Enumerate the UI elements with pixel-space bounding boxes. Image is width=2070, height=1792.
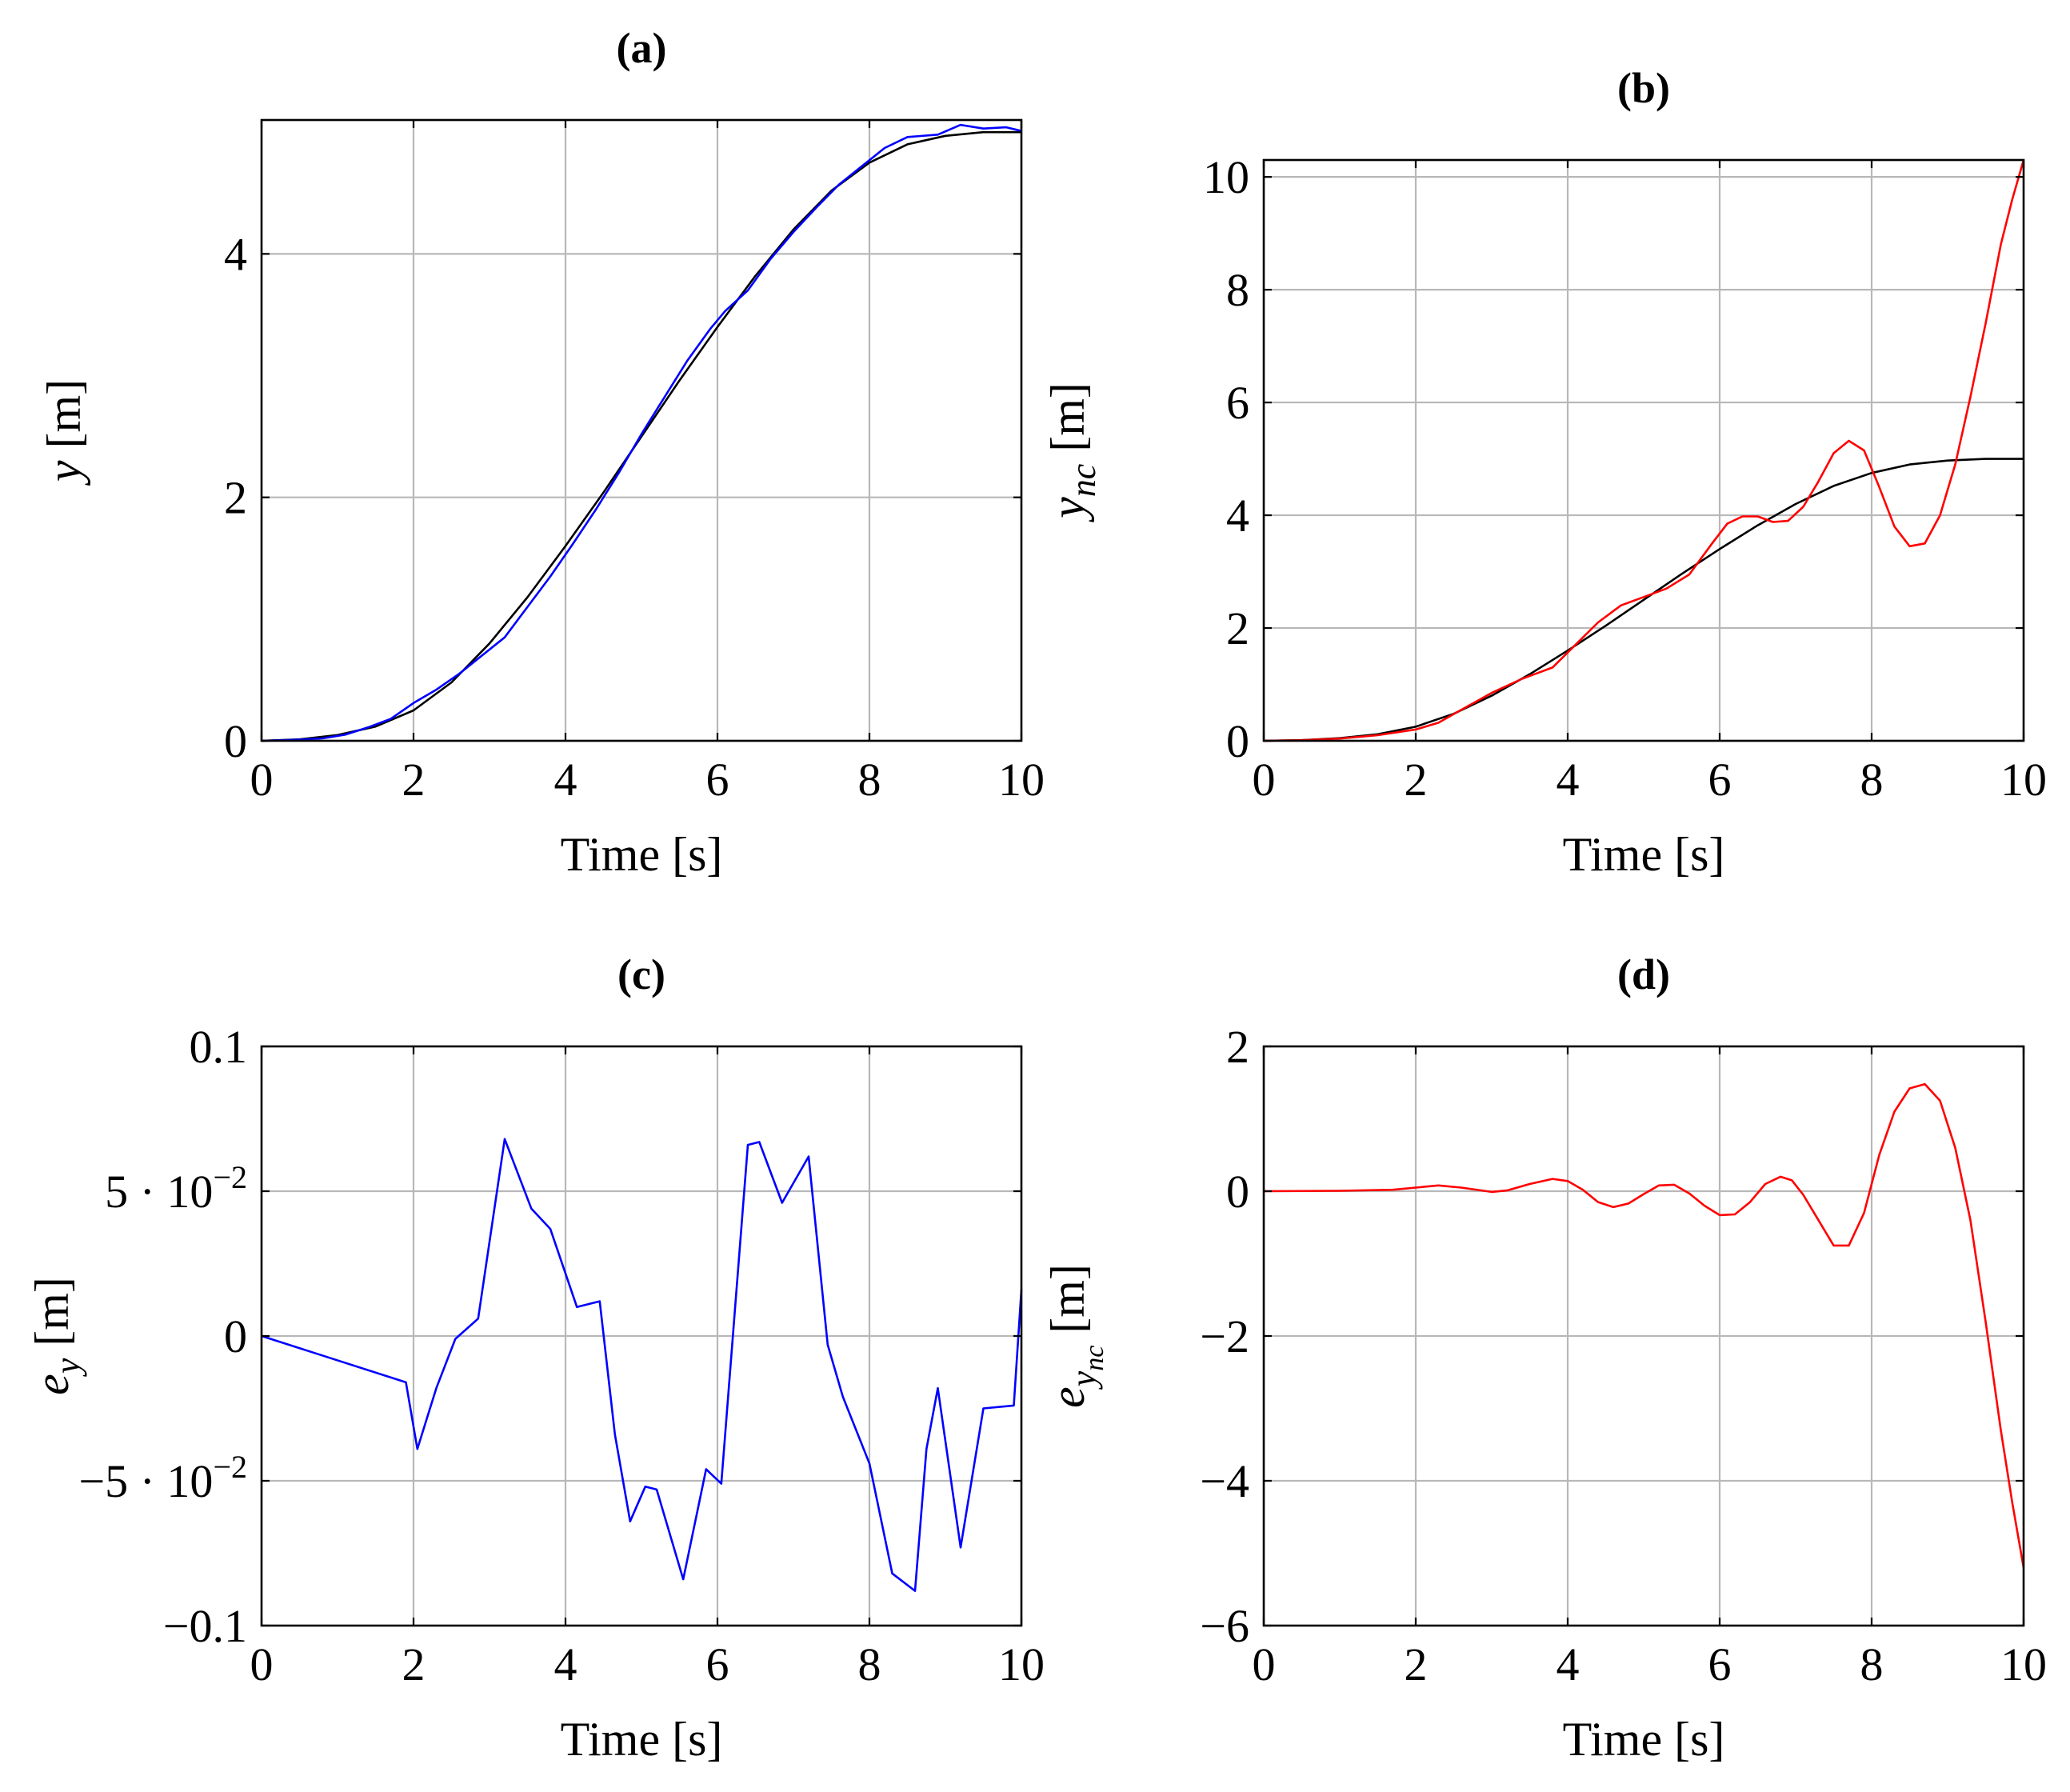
y-tick-label: −5 · 10−2 [78,1449,247,1507]
y-tick-label: 10 [1203,151,1249,203]
y-tick-label: 0 [224,715,247,767]
series-line-uncontrolled [1263,159,2025,742]
y-tick-label: 2 [1226,1021,1249,1073]
x-tick-label: 2 [402,1638,426,1690]
panel-title: (d) [1617,950,1670,998]
x-tick-label: 0 [250,1638,274,1690]
panel-b: (b) 0 2 4 6 8 10 0 2 4 6 8 10 Time [s] ync [m] [1041,64,2047,881]
plot-frame [260,118,1023,742]
y-axis-label: y [m] [38,379,90,486]
x-tick-label: 2 [1405,1638,1428,1690]
y-tick-label: −2 [1200,1310,1249,1362]
x-tick-label: 10 [998,1638,1045,1690]
x-tick-label: 8 [1860,754,1884,806]
y-tick-label: 4 [224,228,247,280]
x-tick-label: 8 [858,754,881,806]
x-tick-label: 2 [402,754,426,806]
x-tick-label: 0 [1253,1638,1276,1690]
x-tick-label: 4 [554,1638,577,1690]
x-tick-label: 10 [2000,1638,2047,1690]
panel-c: (c) 0 2 4 6 8 10 −0.1 −5 · 10−2 0 5 · 10−2 0.1 Time … [26,950,1045,1766]
x-tick-label: 8 [1860,1638,1884,1690]
y-tick-label: 8 [1226,264,1249,316]
y-tick-label: 0 [224,1310,247,1362]
x-axis-label: Time [s] [561,828,723,881]
y-tick-label: −6 [1200,1600,1249,1652]
y-tick-label: 4 [1226,490,1249,542]
y-tick-label: −0.1 [163,1600,247,1652]
x-tick-label: 0 [1253,754,1276,806]
y-tick-label: 6 [1226,377,1249,429]
x-tick-label: 6 [1708,1638,1732,1690]
y-tick-label: 0.1 [190,1021,248,1073]
x-tick-label: 6 [706,1638,729,1690]
x-tick-label: 10 [2000,754,2047,806]
y-tick-label: −4 [1200,1455,1249,1507]
y-tick-label: 0 [1226,1166,1249,1218]
x-axis-label: Time [s] [561,1713,723,1766]
series-line-reference [1263,458,2024,742]
x-axis-label: Time [s] [1563,828,1725,881]
series-line-reference [261,130,1021,742]
series-line-error-uncontrolled [1263,1082,2025,1568]
plot-frame [1262,158,2025,742]
panel-title: (a) [617,24,667,72]
y-tick-label: 0 [1226,715,1249,767]
y-axis-label: eync [m] [1041,1264,1109,1408]
series-line-measured [261,123,1022,742]
x-tick-label: 4 [554,754,577,806]
y-axis-label: ync [m] [1041,382,1103,523]
panel-d: (d) 0 2 4 6 8 10 −6 −4 −2 0 2 Time [s] eync [m] [1041,950,2047,1766]
x-tick-label: 10 [998,754,1045,806]
series-line-error [261,1138,1023,1592]
x-axis-label: Time [s] [1563,1713,1725,1766]
x-tick-label: 2 [1405,754,1428,806]
y-axis-label: ey [m] [26,1277,87,1395]
y-tick-label: 5 · 10−2 [105,1159,247,1218]
panel-title: (b) [1617,64,1670,112]
x-tick-label: 4 [1556,1638,1580,1690]
panel-title: (c) [617,950,665,998]
y-tick-label: 2 [1226,602,1249,654]
x-tick-label: 8 [858,1638,881,1690]
x-tick-label: 4 [1556,754,1580,806]
x-tick-label: 6 [1708,754,1732,806]
panel-a: (a) 0 2 4 6 8 10 0 2 4 Time [s] y [m] [38,24,1045,881]
y-tick-label: 2 [224,472,247,524]
x-tick-label: 0 [250,754,274,806]
x-tick-label: 6 [706,754,729,806]
